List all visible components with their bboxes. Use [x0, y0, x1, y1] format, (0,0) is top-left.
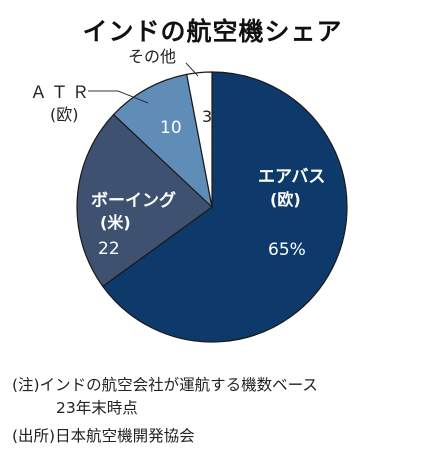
other-label: その他	[128, 47, 176, 66]
atr-sublabel: (欧)	[50, 105, 79, 124]
footnote: (注)インドの航空会社が運航する機数ベース	[12, 376, 318, 394]
pie-slice-2	[112, 73, 213, 209]
pie-slice-0	[101, 71, 348, 343]
other-leader-line	[185, 62, 199, 77]
atr-value: 10	[160, 118, 182, 138]
chart-title: インドの航空機シェア	[82, 17, 343, 46]
boeing-label: ボーイング	[91, 190, 176, 211]
other-value: 3	[202, 107, 212, 126]
airbus-label: エアバス	[258, 167, 325, 187]
airbus-sublabel: (欧)	[270, 190, 301, 209]
boeing-value: 22	[98, 239, 120, 259]
source-note: (出所)日本航空機開発協会	[12, 427, 195, 445]
pie-slice-3	[185, 71, 213, 208]
pie-slice-1	[76, 113, 213, 288]
airbus-value: 65%	[268, 240, 306, 260]
footnote-date: 23年末時点	[56, 399, 138, 417]
pie-chart: ＡＴＲ (欧) その他 エアバス (欧) 65% ボーイング (米) 22 10…	[30, 47, 348, 343]
boeing-sublabel: (米)	[100, 213, 131, 232]
atr-label: ＡＴＲ	[30, 83, 93, 103]
atr-leader-line-diag	[117, 90, 149, 104]
